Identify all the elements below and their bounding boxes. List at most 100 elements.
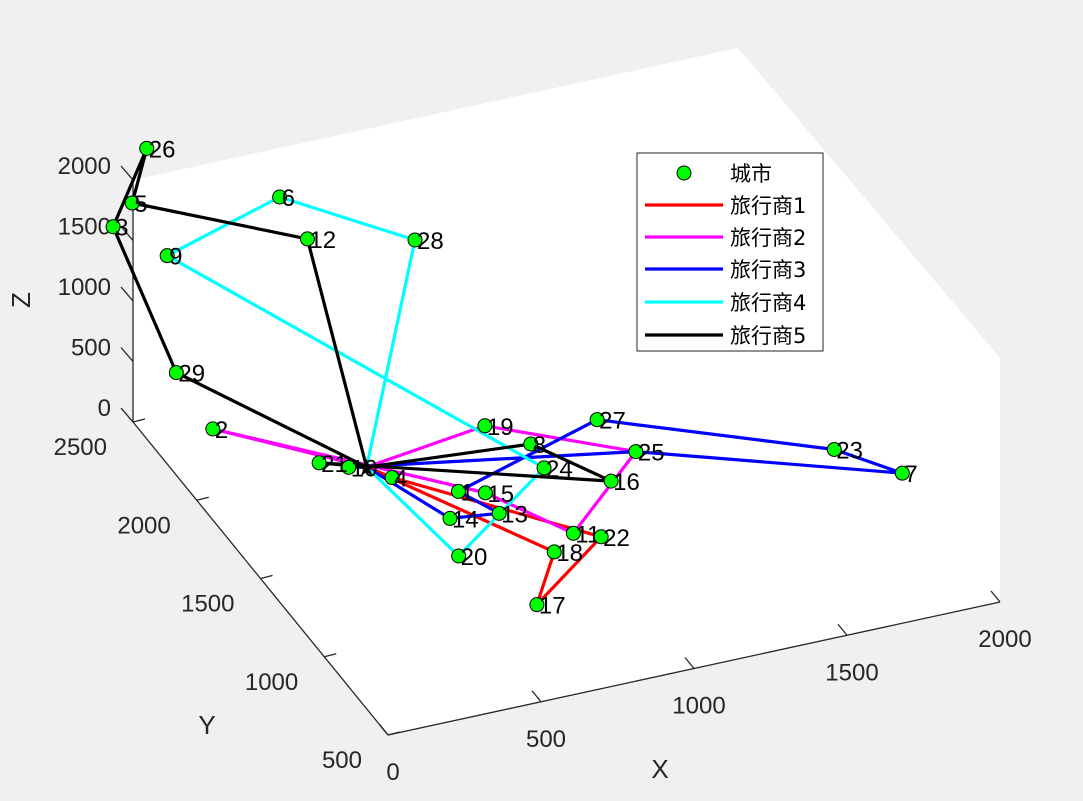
x-tick-mark [378, 723, 389, 736]
city-point [477, 485, 493, 501]
city-point [523, 436, 539, 452]
z-tick-mark [120, 347, 134, 362]
depot-marker: ★ [356, 455, 378, 482]
x-tick-label: 0 [386, 759, 399, 786]
legend-label-5: 旅行商5 [730, 324, 806, 348]
city-point [529, 597, 545, 613]
city-point [450, 483, 466, 499]
city-point [311, 455, 327, 471]
y-tick-mark [260, 574, 273, 580]
city-label: 5 [134, 191, 147, 218]
city-label: 15 [487, 481, 514, 508]
city-point [491, 505, 507, 521]
city-label: 17 [539, 593, 566, 620]
city-point [407, 232, 423, 248]
city-point [565, 525, 581, 541]
z-tick-mark [120, 407, 134, 423]
legend-label-4: 旅行商4 [730, 291, 806, 315]
route-line-3 [347, 418, 904, 520]
city-label: 24 [546, 456, 573, 483]
city-point [105, 219, 121, 235]
y-tick-mark [196, 496, 209, 501]
city-point [168, 365, 184, 381]
city-point [536, 460, 552, 476]
legend-label-2: 旅行商2 [730, 226, 806, 250]
legend-label-cities: 城市 [730, 162, 772, 186]
z-tick-label: 0 [98, 395, 111, 422]
z-tick-mark [120, 165, 134, 181]
city-label: 22 [603, 525, 630, 552]
city-label: 20 [461, 544, 488, 571]
legend-box [636, 152, 824, 352]
x-tick-mark [684, 657, 695, 669]
city-label: 1 [460, 479, 473, 506]
city-point [159, 248, 175, 264]
city-point [477, 418, 493, 434]
city-point [546, 544, 562, 560]
z-tick-label: 500 [71, 335, 111, 362]
city-point [124, 195, 140, 211]
x-tick-mark [990, 590, 1001, 603]
y-tick-mark [324, 653, 337, 658]
city-point [628, 444, 644, 460]
city-point [205, 421, 221, 437]
z-tick-label: 1000 [58, 274, 111, 301]
axis-ticks: 0 500 1000 1500 2000 500 1000 1500 2000 2500 0 500 1… [54, 153, 1032, 786]
city-point [894, 465, 910, 481]
z-tick-label: 1500 [58, 214, 111, 241]
x-tick-label: 500 [526, 726, 566, 753]
city-label: 2 [215, 417, 228, 444]
city-label: 10 [351, 455, 378, 482]
city-label: 18 [556, 540, 583, 567]
city-label: 7 [904, 461, 917, 488]
x-tick-mark [837, 623, 848, 636]
y-tick-mark [132, 418, 146, 423]
city-point [593, 529, 609, 545]
y-axis-label: Y [198, 710, 215, 740]
city-label: 14 [452, 506, 479, 533]
city-point [603, 473, 619, 489]
city-point [341, 459, 357, 475]
city-label: 29 [178, 361, 205, 388]
x-axis-label: X [651, 754, 668, 784]
legend-label-1: 旅行商1 [730, 194, 806, 218]
city-label: 4 [394, 466, 407, 493]
city-point [589, 412, 605, 428]
y-tick-label: 500 [322, 747, 362, 774]
z-tick-mark [120, 226, 134, 241]
city-label: 6 [282, 185, 295, 212]
city-label: 21 [321, 451, 348, 478]
city-label: 9 [169, 244, 182, 271]
city-point [442, 510, 458, 526]
y-tick-label: 1500 [181, 591, 234, 618]
z-tick-label: 2000 [58, 153, 111, 180]
city-point [826, 441, 842, 457]
city-label: 28 [417, 228, 444, 255]
x-tick-label: 2000 [978, 626, 1031, 653]
y-tick-label: 1000 [245, 669, 298, 696]
city-label: 13 [501, 501, 528, 528]
city-label: 12 [309, 227, 336, 254]
city-label: 3 [115, 215, 128, 242]
city-label: 25 [638, 440, 665, 467]
city-label: 23 [836, 437, 863, 464]
city-label: 26 [149, 136, 176, 163]
legend-marker-cities [676, 165, 692, 181]
y-tick-label: 2000 [117, 512, 170, 539]
city-point [384, 470, 400, 486]
x-tick-label: 1500 [825, 659, 878, 686]
city-label: 19 [487, 414, 514, 441]
y-tick-label: 2500 [54, 434, 107, 461]
x-tick-label: 1000 [672, 693, 725, 720]
city-label: 16 [613, 469, 640, 496]
city-label: 8 [533, 432, 546, 459]
z-tick-mark [120, 286, 134, 302]
legend-label-3: 旅行商3 [730, 258, 806, 282]
x-tick-mark [531, 690, 542, 703]
y-tick-mark [387, 731, 401, 736]
city-point [299, 231, 315, 247]
city-point [451, 548, 467, 564]
